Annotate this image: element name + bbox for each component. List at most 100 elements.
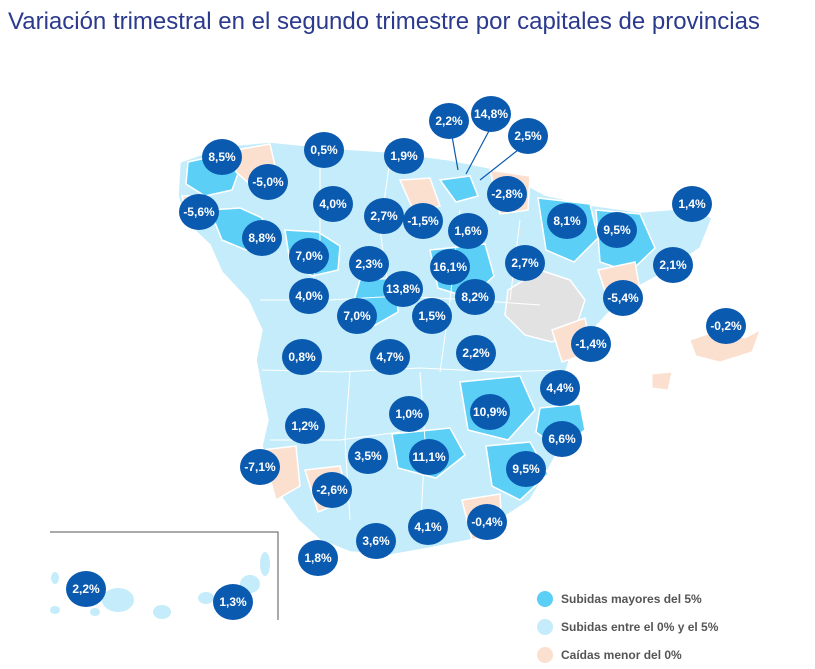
value-label: 16,1% <box>433 260 467 274</box>
value-bubble <box>448 213 488 249</box>
value-label: 7,0% <box>343 309 371 323</box>
value-bubble <box>356 523 396 559</box>
legend: Subidas mayores del 5% Subidas entre el … <box>537 585 718 669</box>
value-label: 8,5% <box>208 150 236 164</box>
value-label: -5,0% <box>252 175 284 189</box>
legend-swatch-down <box>537 647 553 663</box>
legend-swatch-up-gt5 <box>537 591 553 607</box>
value-bubble <box>213 584 253 620</box>
value-label: 2,7% <box>511 256 539 270</box>
value-bubble <box>248 164 288 200</box>
value-bubble <box>383 271 423 307</box>
value-bubble <box>348 438 388 474</box>
value-bubbles: 8,5% -5,0% 0,5% 1,9% 2,2% 14,8% 2,5% -5,6% -2,8%… <box>66 96 746 620</box>
value-bubble <box>672 186 712 222</box>
value-label: 2,2% <box>435 114 463 128</box>
value-label: 6,6% <box>548 432 576 446</box>
legend-item-up-0-5: Subidas entre el 0% y el 5% <box>537 613 718 641</box>
value-label: 14,8% <box>474 107 508 121</box>
value-label: 10,9% <box>473 405 507 419</box>
value-bubble <box>506 451 546 487</box>
value-label: -2,6% <box>316 483 348 497</box>
value-label: -2,8% <box>491 187 523 201</box>
value-bubble <box>540 370 580 406</box>
value-bubble <box>304 132 344 168</box>
value-bubble <box>384 138 424 174</box>
value-bubble <box>470 394 510 430</box>
region-up-gt5 <box>438 175 480 203</box>
value-bubble <box>430 249 470 285</box>
value-bubble <box>364 198 404 234</box>
value-bubble <box>603 280 643 316</box>
value-label: -1,4% <box>575 337 607 351</box>
peninsula-landmass <box>177 141 713 556</box>
balearic-islands <box>651 371 673 391</box>
value-label: 1,3% <box>219 595 247 609</box>
value-bubble <box>429 103 469 139</box>
value-label: 4,7% <box>376 350 404 364</box>
region-down <box>398 177 441 213</box>
value-bubble <box>370 339 410 375</box>
value-label: -7,1% <box>244 460 276 474</box>
legend-item-up-gt5: Subidas mayores del 5% <box>537 585 718 613</box>
value-label: 1,5% <box>418 309 446 323</box>
value-label: 1,2% <box>291 419 319 433</box>
value-label: 2,5% <box>514 129 542 143</box>
value-bubble <box>547 203 587 239</box>
value-label: 1,4% <box>678 197 706 211</box>
value-label: 0,8% <box>288 350 316 364</box>
value-bubble <box>571 326 611 362</box>
value-bubble <box>289 238 329 274</box>
value-bubble <box>66 571 106 607</box>
value-bubble <box>313 186 353 222</box>
legend-item-down: Caídas menor del 0% <box>537 641 718 669</box>
legend-label-down: Caídas menor del 0% <box>561 648 682 662</box>
value-bubble <box>179 194 219 230</box>
value-bubble <box>508 118 548 154</box>
value-label: 8,2% <box>461 290 489 304</box>
value-label: 4,0% <box>295 289 323 303</box>
value-bubble <box>285 408 325 444</box>
value-bubble <box>242 220 282 256</box>
value-label: 2,7% <box>370 209 398 223</box>
value-label: -5,6% <box>183 205 215 219</box>
value-label: 9,5% <box>512 462 540 476</box>
value-label: 7,0% <box>295 249 323 263</box>
value-label: 9,5% <box>603 223 631 237</box>
value-bubble <box>202 139 242 175</box>
value-label: 1,8% <box>304 551 332 565</box>
value-label: -0,2% <box>710 319 742 333</box>
legend-label-up-gt5: Subidas mayores del 5% <box>561 592 702 606</box>
value-label: 4,4% <box>546 381 574 395</box>
value-bubble <box>456 335 496 371</box>
value-label: -1,5% <box>407 214 439 228</box>
callout-lines <box>451 128 519 181</box>
value-bubble <box>349 246 389 282</box>
value-bubble <box>240 449 280 485</box>
value-label: 8,1% <box>553 214 581 228</box>
canary-inset-frame <box>50 531 279 620</box>
value-label: -5,4% <box>607 291 639 305</box>
value-bubble <box>282 339 322 375</box>
value-bubble <box>298 540 338 576</box>
value-label: 4,0% <box>319 197 347 211</box>
value-bubble <box>403 203 443 239</box>
map-title: Variación trimestral en el segundo trime… <box>8 8 760 35</box>
value-bubble <box>312 472 352 508</box>
legend-swatch-up-0-5 <box>537 619 553 635</box>
value-bubble <box>389 396 429 432</box>
value-bubble <box>706 308 746 344</box>
value-bubble <box>467 504 507 540</box>
value-label: 0,5% <box>310 143 338 157</box>
value-label: 3,6% <box>362 534 390 548</box>
value-bubble <box>542 421 582 457</box>
value-label: 2,1% <box>659 258 687 272</box>
value-label: 3,5% <box>354 449 382 463</box>
value-bubble <box>471 96 511 132</box>
value-bubble <box>505 245 545 281</box>
value-bubble <box>408 509 448 545</box>
value-bubble <box>597 212 637 248</box>
value-bubble <box>337 298 377 334</box>
value-label: 11,1% <box>412 450 446 464</box>
